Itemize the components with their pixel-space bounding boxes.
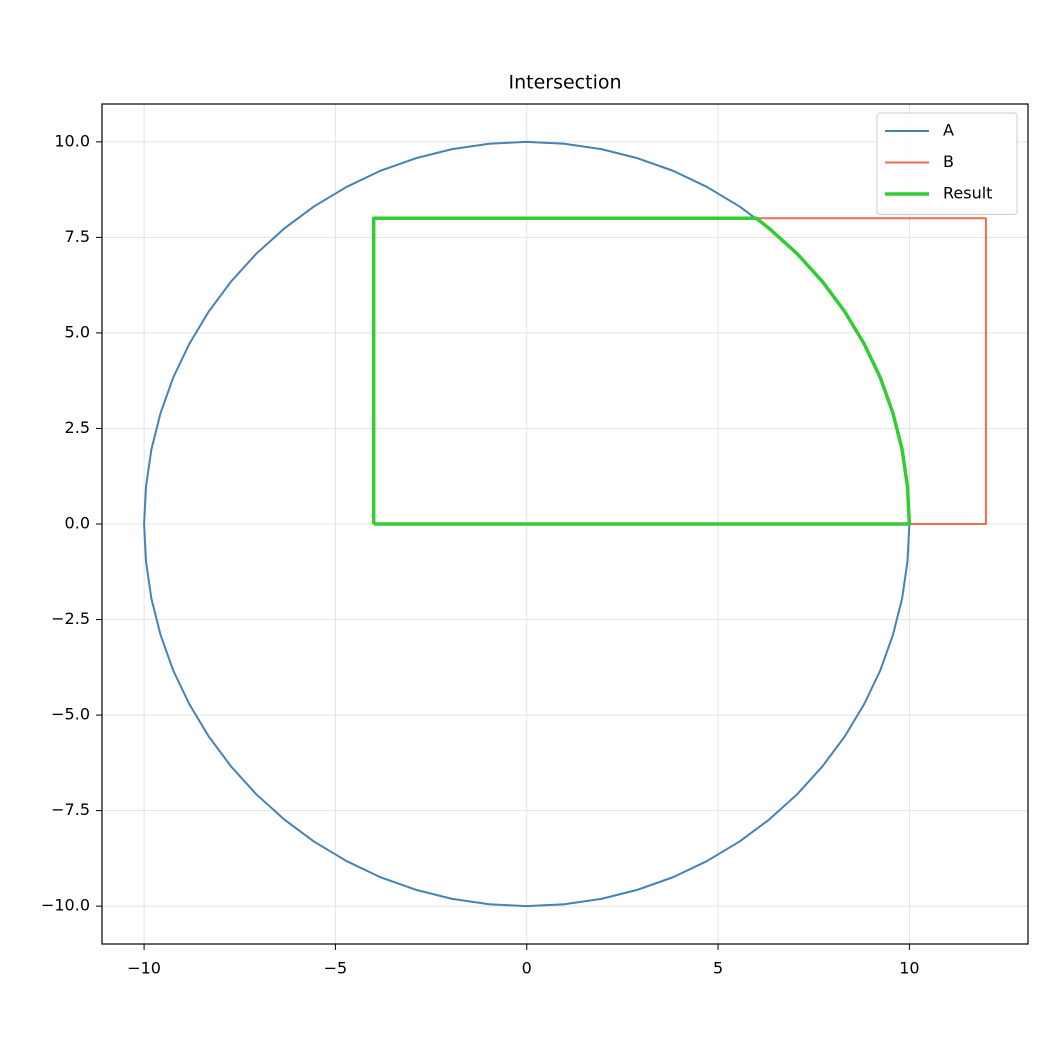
x-tick-label: 10 xyxy=(899,959,919,978)
x-tick-label: 5 xyxy=(713,959,723,978)
x-tick-label: 0 xyxy=(522,959,532,978)
x-tick-label: −5 xyxy=(324,959,348,978)
legend-label: Result xyxy=(943,184,992,203)
y-tick-label: 7.5 xyxy=(65,227,90,246)
series-line xyxy=(372,217,987,525)
y-tick-label: 10.0 xyxy=(54,131,90,150)
y-tick-label: −7.5 xyxy=(51,800,90,819)
plot-frame xyxy=(101,103,1029,945)
y-tick-label: 5.0 xyxy=(65,322,90,341)
series-line xyxy=(143,140,911,908)
y-tick-label: 0.0 xyxy=(65,514,90,533)
y-tick-label: 2.5 xyxy=(65,418,90,437)
y-tick-label: −2.5 xyxy=(51,609,90,628)
x-tick-label: −10 xyxy=(127,959,161,978)
legend-label: A xyxy=(943,121,954,140)
y-tick-label: −10.0 xyxy=(41,896,90,915)
y-tick-label: −5.0 xyxy=(51,705,90,724)
series-line xyxy=(371,216,912,526)
legend-box xyxy=(876,112,1018,215)
legend-label: B xyxy=(943,152,954,171)
chart-title: Intersection xyxy=(508,72,621,94)
